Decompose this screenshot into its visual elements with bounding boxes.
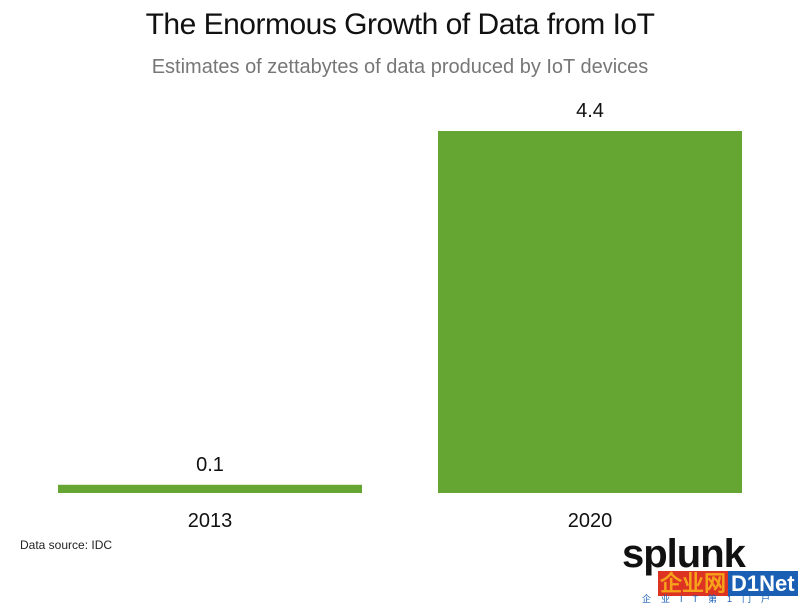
category-label: 2020	[568, 510, 613, 532]
bar-2013	[58, 484, 362, 493]
bar-2020	[438, 131, 742, 493]
watermark-en: D1Net	[728, 571, 798, 596]
value-label: 0.1	[196, 454, 224, 476]
category-label: 2013	[188, 510, 233, 532]
logo-area: splunk 企业网 D1Net 企业IT第1门户	[618, 532, 800, 604]
splunk-logo: splunk	[622, 532, 746, 576]
data-source: Data source: IDC	[20, 538, 113, 552]
watermark-logo: 企业网 D1Net	[658, 566, 798, 598]
chart-subtitle: Estimates of zettabytes of data produced…	[151, 56, 649, 78]
value-label: 4.4	[576, 100, 604, 122]
watermark-tagline: 企业IT第1门户	[642, 594, 781, 604]
chart-title: The Enormous Growth of Data from IoT	[145, 8, 655, 41]
watermark-cn: 企业网	[658, 571, 729, 596]
